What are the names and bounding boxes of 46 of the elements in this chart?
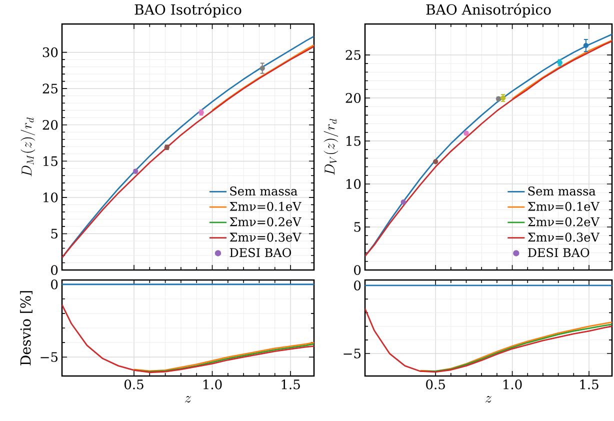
y-tick-label: 15: [44, 156, 58, 166]
y-tick-label: 20: [346, 93, 361, 103]
y-tick-label: 10: [44, 192, 58, 202]
y-tick-label: −5: [344, 348, 360, 358]
y-tick-label: 25: [346, 50, 360, 60]
y-tick-label: 30: [42, 47, 58, 58]
legend-label: Σmν=0.2eV: [528, 217, 600, 226]
y-axis-title: $D_M(z)/r_d$: [20, 118, 36, 176]
legend-label: Σmν=0.3eV: [230, 232, 302, 242]
x-tick-label: 1.5: [282, 380, 300, 390]
legend-label: Σmν=0.3eV: [528, 232, 600, 242]
y-tick-label: 5: [51, 228, 58, 239]
line-series: [365, 308, 612, 373]
legend-label: Sem massa: [528, 186, 596, 196]
line-series: [62, 304, 314, 374]
point: [260, 66, 265, 71]
y-axis-title: Desvio [%]: [20, 291, 32, 366]
x-tick-label: 0.5: [426, 380, 445, 390]
legend-label: DESI BAO: [528, 248, 590, 258]
y-tick-label: 0: [354, 280, 361, 290]
x-axis-title: $z$: [185, 396, 192, 403]
line-series: [512, 40, 612, 100]
x-tick-label: 1.0: [504, 380, 522, 390]
y-tick-label: 25: [42, 84, 58, 94]
y-tick-label: 10: [346, 179, 361, 189]
y-tick-label: 0: [51, 279, 58, 290]
y-axis-title: $D_V(z)/r_d$: [324, 118, 338, 175]
legend-label: Σmν=0.1eV: [230, 202, 302, 211]
legend-label: Σmν=0.2eV: [230, 217, 302, 226]
x-tick-label: 1.5: [580, 380, 598, 390]
x-tick-label: 0.5: [124, 380, 144, 390]
legend-label: Σmν=0.1eV: [528, 202, 600, 211]
legend-label: Sem massa: [230, 186, 298, 196]
x-tick-label: 1.0: [204, 380, 222, 390]
y-tick-label: 15: [346, 136, 360, 146]
point: [432, 159, 438, 164]
point: [583, 42, 589, 48]
chart-title: BAO Anisotrópico: [426, 3, 551, 18]
legend-label: DESI BAO: [230, 248, 291, 258]
y-tick-label: −5: [40, 352, 58, 362]
x-axis-title: $z$: [486, 396, 492, 403]
chart-title: BAO Isotrópico: [134, 3, 242, 18]
y-tick-label: 0: [354, 265, 361, 275]
y-tick-label: 5: [354, 222, 360, 232]
y-tick-label: 20: [42, 120, 58, 130]
y-tick-label: 0: [51, 265, 58, 275]
